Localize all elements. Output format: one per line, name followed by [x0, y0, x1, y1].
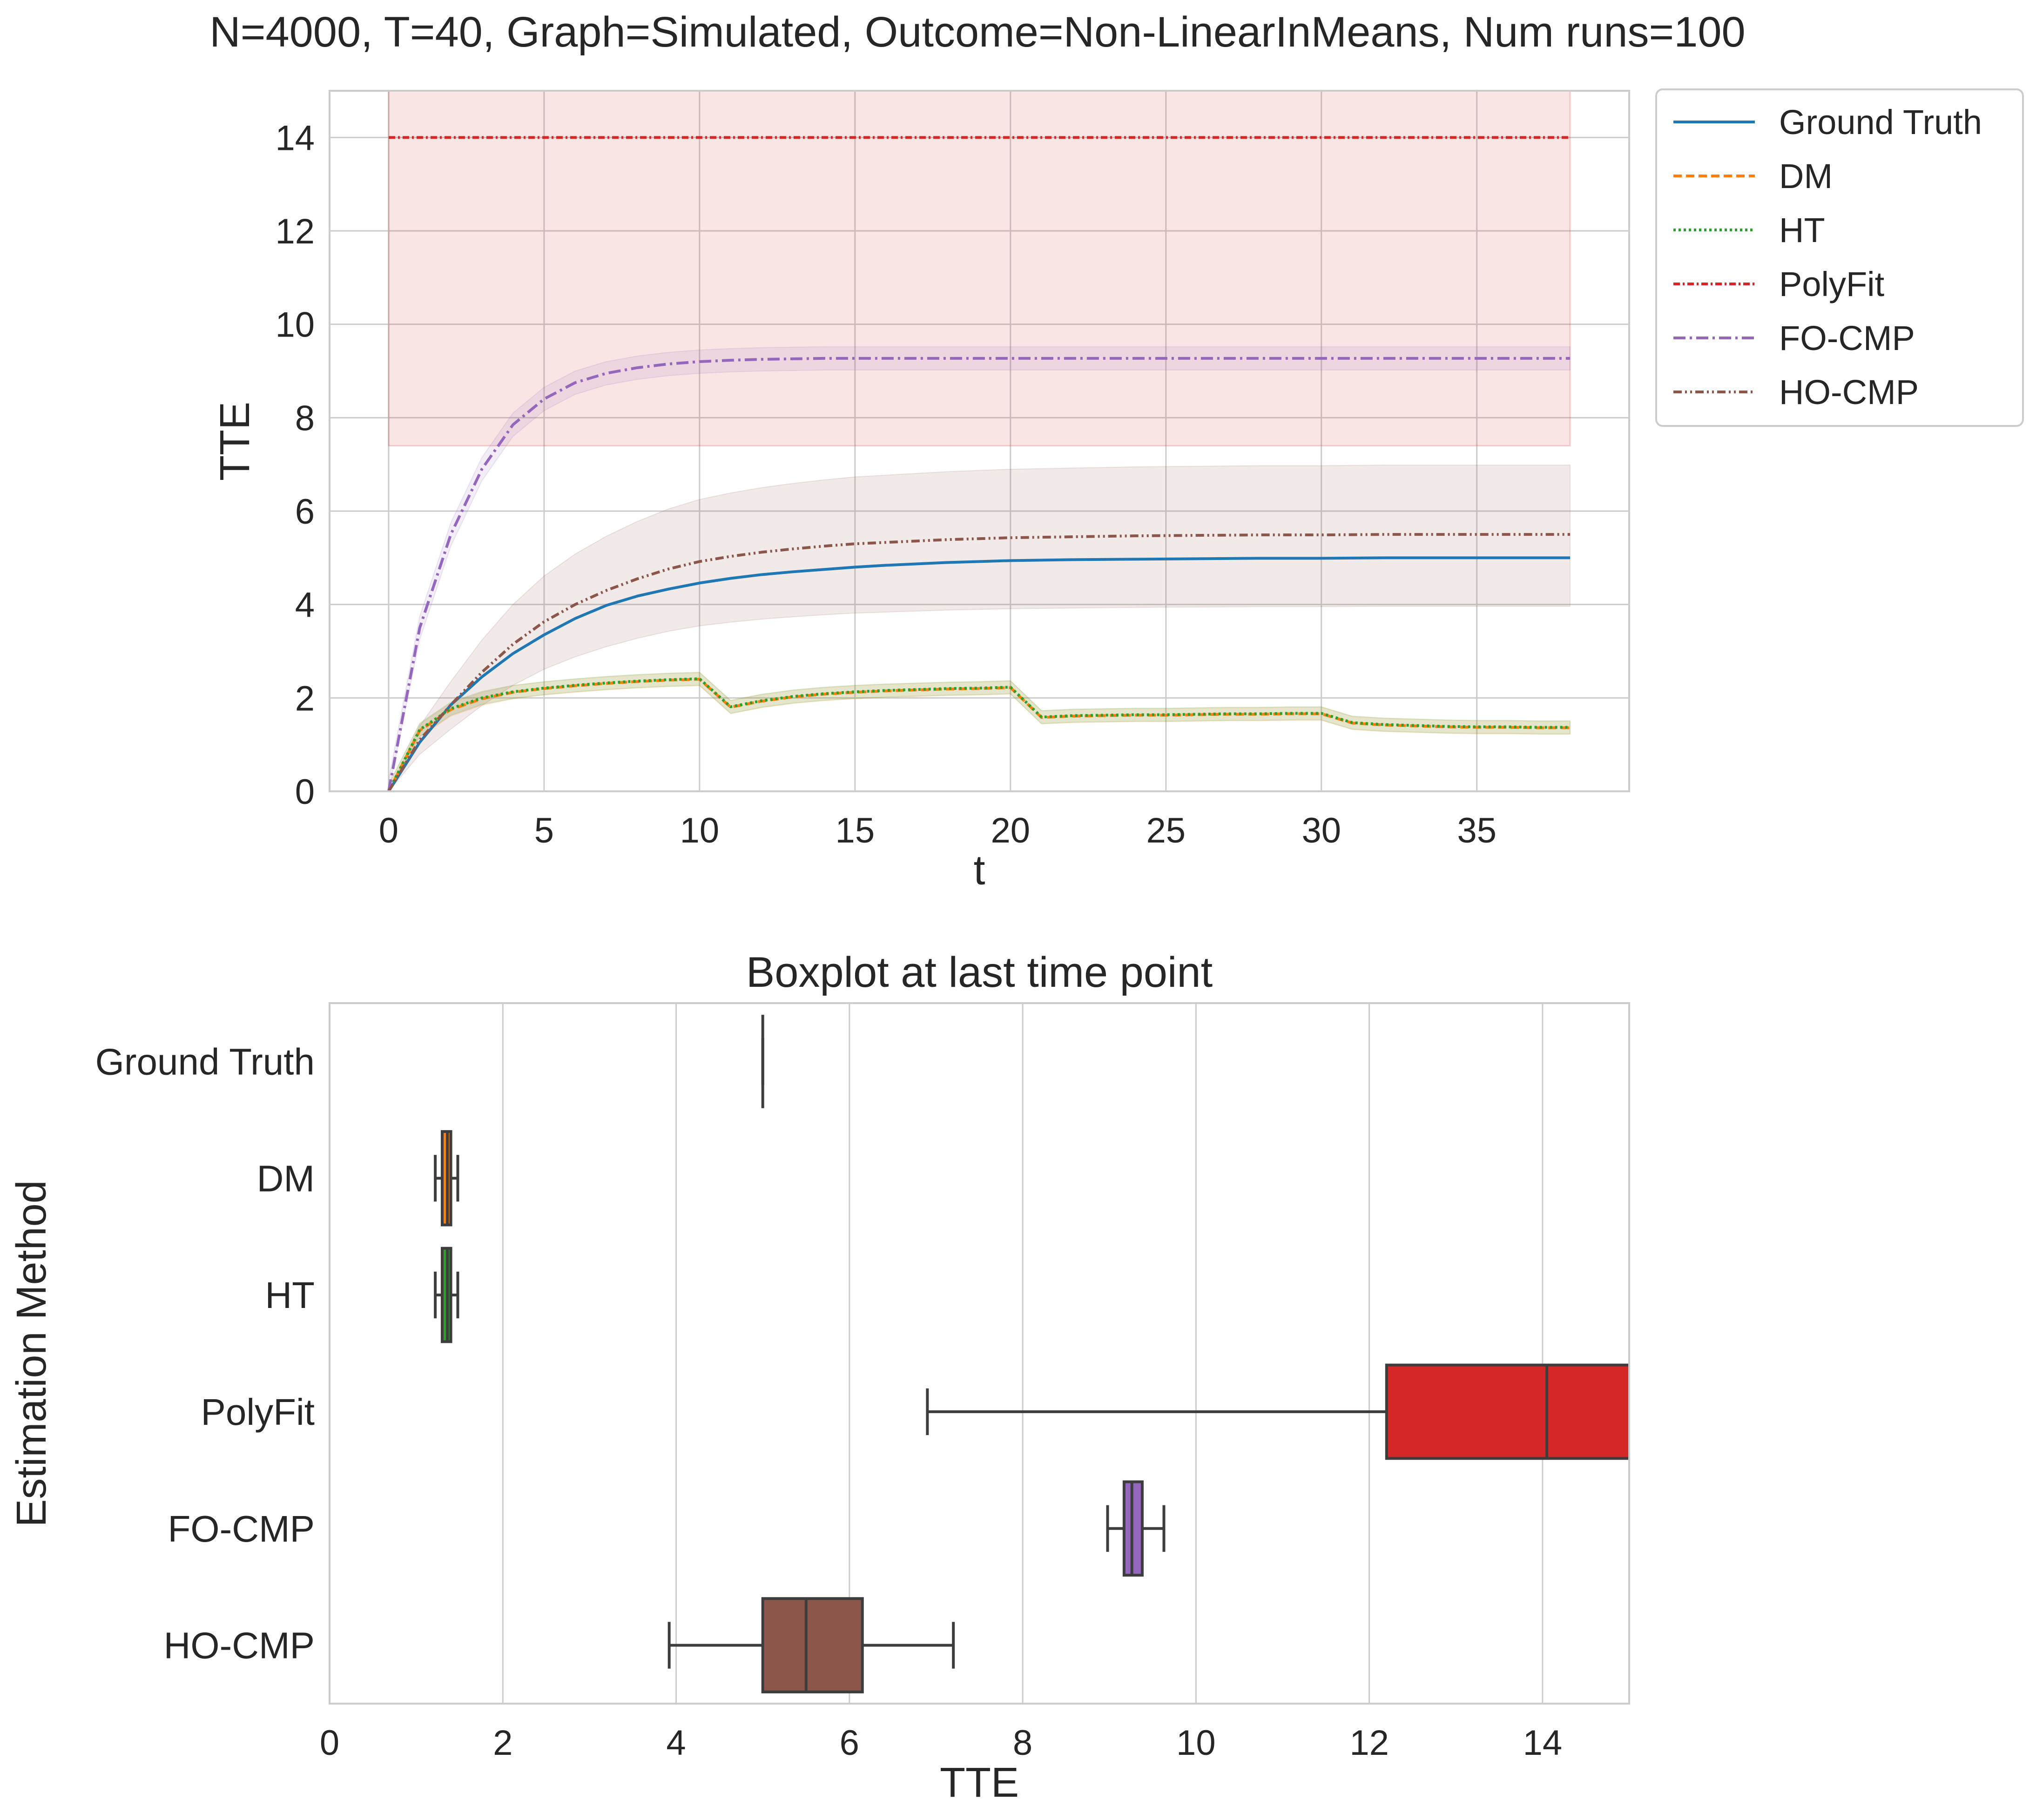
y-tick-label: 4 [295, 586, 315, 625]
box-category-label: FO-CMP [168, 1508, 315, 1550]
y-tick-label: 10 [275, 305, 315, 345]
box-x-tick-label: 12 [1349, 1723, 1389, 1763]
legend-label-polyfit: PolyFit [1779, 265, 1885, 303]
box-ht [434, 1247, 459, 1343]
y-tick-label: 12 [275, 212, 315, 251]
box-x-tick-label: 10 [1176, 1723, 1216, 1763]
box-polyfit [926, 1363, 1629, 1460]
box-plot: Boxplot at last time point 0 2 4 6 8 10 12 14 G… [8, 949, 1630, 1806]
box-x-tick-label: 0 [320, 1723, 339, 1763]
y-tick-label: 2 [295, 679, 315, 718]
x-tick-label: 30 [1301, 811, 1341, 850]
y-tick-labels: 0 2 4 6 8 10 12 14 [275, 118, 315, 812]
box-y-axis-label: Estimation Method [8, 1180, 55, 1527]
y-tick-label: 6 [295, 492, 315, 532]
legend-label-ground-truth: Ground Truth [1779, 103, 1982, 142]
legend-label-ho-cmp: HO-CMP [1779, 373, 1919, 411]
ht-line [387, 677, 1571, 791]
x-tick-label: 5 [534, 811, 554, 850]
box-x-tick-label: 8 [1013, 1723, 1032, 1763]
ground-truth-line [387, 556, 1571, 791]
x-tick-label: 15 [836, 811, 875, 850]
figure-title: N=4000, T=40, Graph=Simulated, Outcome=N… [209, 8, 1745, 56]
x-tick-label: 35 [1457, 811, 1497, 850]
legend-label-dm: DM [1779, 157, 1833, 195]
box-ho-cmp [667, 1597, 955, 1693]
box-x-tick-label: 6 [840, 1723, 859, 1763]
line-chart: 0 5 10 15 20 25 30 35 0 2 4 6 8 10 12 14 t TTE Ground … [212, 88, 2024, 894]
confidence-bands [388, 91, 1571, 791]
box-body [1385, 1363, 1629, 1460]
box-plot-title: Boxplot at last time point [746, 949, 1213, 996]
box-category-labels: Ground Truth DM HT PolyFit FO-CMP HO-CMP [95, 1041, 315, 1666]
legend-label-fo-cmp: FO-CMP [1779, 319, 1915, 357]
box-fo-cmp [1106, 1480, 1166, 1577]
legend-label-ht: HT [1779, 211, 1825, 249]
boxes [434, 1015, 1629, 1693]
series-lines [387, 136, 1571, 791]
x-axis-label: t [973, 847, 985, 894]
box-plot-frame [329, 1002, 1630, 1705]
dm-line [387, 678, 1571, 791]
box-category-label: HO-CMP [164, 1625, 315, 1666]
legend-frame [1655, 88, 2024, 427]
ho-cmp-line [387, 533, 1571, 791]
polyfit-band [388, 91, 1571, 447]
y-tick-label: 8 [295, 398, 315, 438]
legend: Ground Truth DM HT PolyFit FO-CMP HO-CMP [1655, 88, 2024, 427]
ho-cmp-band [388, 465, 1571, 791]
box-x-tick-label: 14 [1523, 1723, 1563, 1763]
ht-band [388, 672, 1571, 791]
box-category-label: Ground Truth [95, 1041, 315, 1082]
box-plot-gridlines [329, 1003, 1544, 1704]
box-body [761, 1597, 864, 1693]
x-tick-label: 10 [680, 811, 720, 850]
fo-cmp-band [388, 346, 1571, 791]
dm-band [388, 672, 1571, 791]
line-chart-gridlines [330, 91, 1629, 792]
line-chart-frame [329, 90, 1630, 792]
box-dm [434, 1130, 459, 1227]
box-category-label: HT [265, 1274, 315, 1316]
x-tick-label: 0 [379, 811, 398, 850]
box-category-label: PolyFit [201, 1391, 315, 1433]
x-tick-label: 20 [991, 811, 1031, 850]
x-tick-labels: 0 5 10 15 20 25 30 35 [379, 811, 1497, 850]
box-x-tick-labels: 0 2 4 6 8 10 12 14 [320, 1723, 1562, 1763]
box-x-tick-label: 2 [493, 1723, 512, 1763]
y-axis-label: TTE [212, 402, 258, 481]
x-tick-label: 25 [1146, 811, 1186, 850]
y-tick-label: 0 [295, 772, 315, 812]
fo-cmp-line [387, 357, 1571, 791]
box-x-axis-label: TTE [940, 1759, 1019, 1806]
y-tick-label: 14 [275, 118, 315, 158]
box-x-tick-label: 4 [666, 1723, 686, 1763]
box-category-label: DM [257, 1158, 315, 1199]
